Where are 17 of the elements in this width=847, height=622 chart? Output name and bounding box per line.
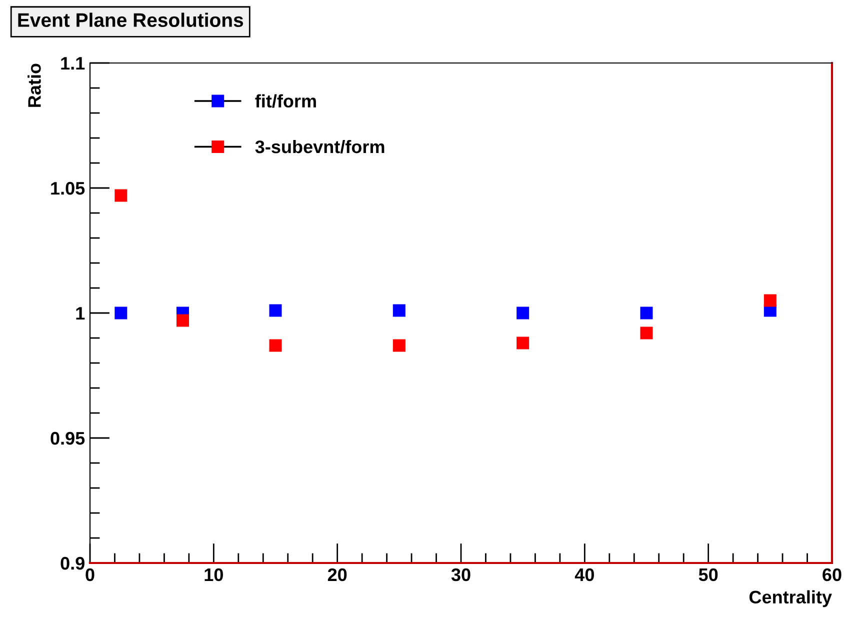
x-tick-label: 40	[574, 568, 594, 582]
x-tick-label: 60	[822, 568, 842, 582]
y-tick-label: 1.05	[51, 182, 85, 195]
y-tick-label: 1	[76, 307, 85, 320]
y-tick-label: 1.1	[61, 57, 85, 70]
x-tick-label: 50	[698, 568, 718, 582]
y-tick-label: 0.9	[60, 556, 84, 570]
x-tick-label: 20	[328, 568, 347, 582]
legend-label: fit/form	[255, 94, 316, 108]
x-tick-label: 10	[204, 568, 223, 582]
y-tick-label: 0.95	[50, 432, 85, 445]
x-tick-label: 30	[451, 568, 470, 582]
x-axis-title: Centrality	[749, 590, 832, 608]
x-tick-label: 0	[86, 568, 94, 582]
chart-title: Event Plane Resolutions	[18, 12, 244, 27]
y-axis-title: Ratio	[28, 64, 41, 107]
legend-label: 3-subevnt/form	[255, 140, 384, 154]
